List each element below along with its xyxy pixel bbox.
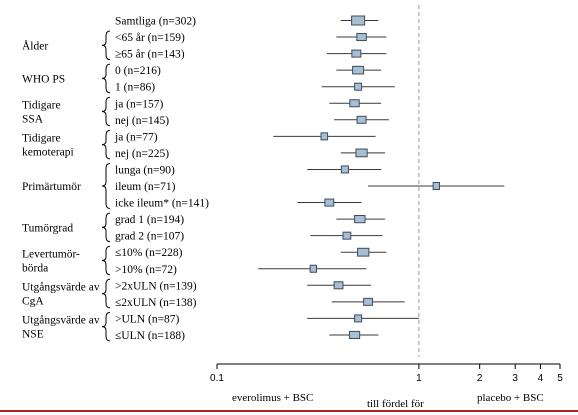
estimate-box-10 xyxy=(432,182,440,190)
group-label-levertumör-börda: Levertumör-börda xyxy=(22,248,80,274)
row-label-6: nej (n=145) xyxy=(115,115,169,127)
row-label-19: ≤ULN (n=188) xyxy=(115,330,185,342)
x-tick-label-4: 4 xyxy=(538,373,544,384)
group-label-tumörgrad: Tumörgrad xyxy=(22,222,73,234)
row-label-5: ja (n=157) xyxy=(114,98,163,110)
estimate-box-12 xyxy=(354,214,366,224)
brace-tidigare-ssa xyxy=(101,96,111,127)
estimate-box-4 xyxy=(354,82,363,91)
bottom-rule xyxy=(0,410,578,412)
row-label-16: >2xULN (n=139) xyxy=(115,280,197,292)
estimate-box-3 xyxy=(352,65,365,75)
group-label-utgångsvärde-av-nse: Utgångsvärde av NSE xyxy=(22,314,100,341)
brace-levertumör-börda xyxy=(101,245,111,276)
estimate-box-5 xyxy=(349,99,360,108)
row-label-12: grad 1 (n=194) xyxy=(115,214,184,226)
row-label-8: nej (n=225) xyxy=(115,148,169,160)
group-label-primärtumör: Primärtumör xyxy=(22,181,81,193)
estimate-box-8 xyxy=(355,148,368,158)
group-label-line: NSE xyxy=(22,329,44,341)
brace-utgångsvärde-av-nse xyxy=(101,311,111,342)
row-label-3: 0 (n=216) xyxy=(115,65,161,77)
group-label-line: Utgångsvärde av xyxy=(22,281,100,294)
group-label-line: Levertumör- xyxy=(22,248,80,260)
row-label-13: grad 2 (n=107) xyxy=(115,231,184,243)
row-labels: Samtliga (n=302) <65 år (n=159) ≥65 år (n=… xyxy=(114,16,209,342)
estimate-box-9 xyxy=(340,165,349,174)
group-labels: Ålder WHO PS Tidigare SSA Tidigare kemoterapi… xyxy=(22,38,100,340)
group-label-line: SSA xyxy=(22,114,44,126)
row-label-15: >10% (n=72) xyxy=(115,264,177,276)
brace-who-ps xyxy=(101,63,111,94)
group-label-line: WHO PS xyxy=(22,73,65,85)
brace-ålder xyxy=(101,30,111,61)
group-label-tidigare-kemoterapi: Tidigare kemoterapi xyxy=(22,133,74,159)
row-label-4: 1 (n=86) xyxy=(115,82,155,94)
group-label-line: Tidigare xyxy=(22,100,61,112)
estimate-box-1 xyxy=(356,33,367,42)
brace-tumörgrad xyxy=(101,212,111,243)
estimate-box-0 xyxy=(351,15,366,26)
x-tick-label-1: 1 xyxy=(416,373,422,384)
brace-utgångsvärde-av-cga xyxy=(101,278,111,309)
row-label-9: lunga (n=90) xyxy=(115,164,175,176)
row-label-1: <65 år (n=159) xyxy=(115,31,185,44)
group-label-line: Tidigare xyxy=(22,133,61,145)
group-label-who-ps: WHO PS xyxy=(22,73,65,85)
estimate-box-19 xyxy=(348,330,361,340)
row-label-17: ≤2xULN (n=138) xyxy=(115,297,197,309)
group-label-line: börda xyxy=(22,262,48,274)
row-label-11: icke ileum* (n=141) xyxy=(115,198,209,210)
x-tick-label-0.1: 0.1 xyxy=(210,373,224,384)
group-label-ålder: Ålder xyxy=(22,38,48,52)
group-label-tidigare-ssa: Tidigare SSA xyxy=(22,100,61,126)
estimate-box-15 xyxy=(309,264,317,273)
estimate-box-18 xyxy=(354,314,363,323)
row-label-0: Samtliga (n=302) xyxy=(115,16,196,28)
row-label-10: ileum (n=71) xyxy=(115,181,176,193)
estimate-box-11 xyxy=(324,198,335,207)
x-axis-ticks: 0.1 1 2 3 4 5 xyxy=(210,364,563,384)
row-label-14: ≤10% (n=228) xyxy=(115,247,183,259)
group-label-line: kemoterapi xyxy=(22,147,74,159)
group-label-line: Tumörgrad xyxy=(22,222,73,234)
group-label-line: Primärtumör xyxy=(22,181,81,193)
brace-tidigare-kemoterapi xyxy=(101,129,111,160)
row-label-18: >ULN (n=87) xyxy=(115,313,180,325)
brace-primärtumör xyxy=(101,162,111,210)
estimate-box-6 xyxy=(356,115,367,124)
estimate-box-2 xyxy=(351,49,362,58)
estimate-box-13 xyxy=(342,231,352,240)
estimate-box-7 xyxy=(320,132,329,141)
group-label-utgångsvärde-av-cga: Utgångsvärde av CgA xyxy=(22,281,100,308)
group-label-line: CgA xyxy=(22,296,44,308)
effect-marks xyxy=(258,15,505,340)
estimate-box-14 xyxy=(357,247,370,257)
estimate-box-17 xyxy=(363,297,373,306)
group-label-line: Utgångsvärde av xyxy=(22,314,100,327)
group-braces xyxy=(101,30,111,342)
axis-caption-left: everolimus + BSC xyxy=(232,392,313,404)
group-label-line: Ålder xyxy=(22,38,48,52)
x-tick-label-5: 5 xyxy=(557,373,563,384)
axis-caption-right: placebo + BSC xyxy=(477,392,544,404)
estimate-box-16 xyxy=(333,281,344,290)
row-label-7: ja (n=77) xyxy=(114,131,158,143)
x-tick-label-2: 2 xyxy=(477,373,483,384)
row-label-2: ≥65 år (n=143) xyxy=(115,48,185,61)
x-tick-label-3: 3 xyxy=(512,373,518,384)
axis-caption-center: till fördel för xyxy=(367,398,424,410)
